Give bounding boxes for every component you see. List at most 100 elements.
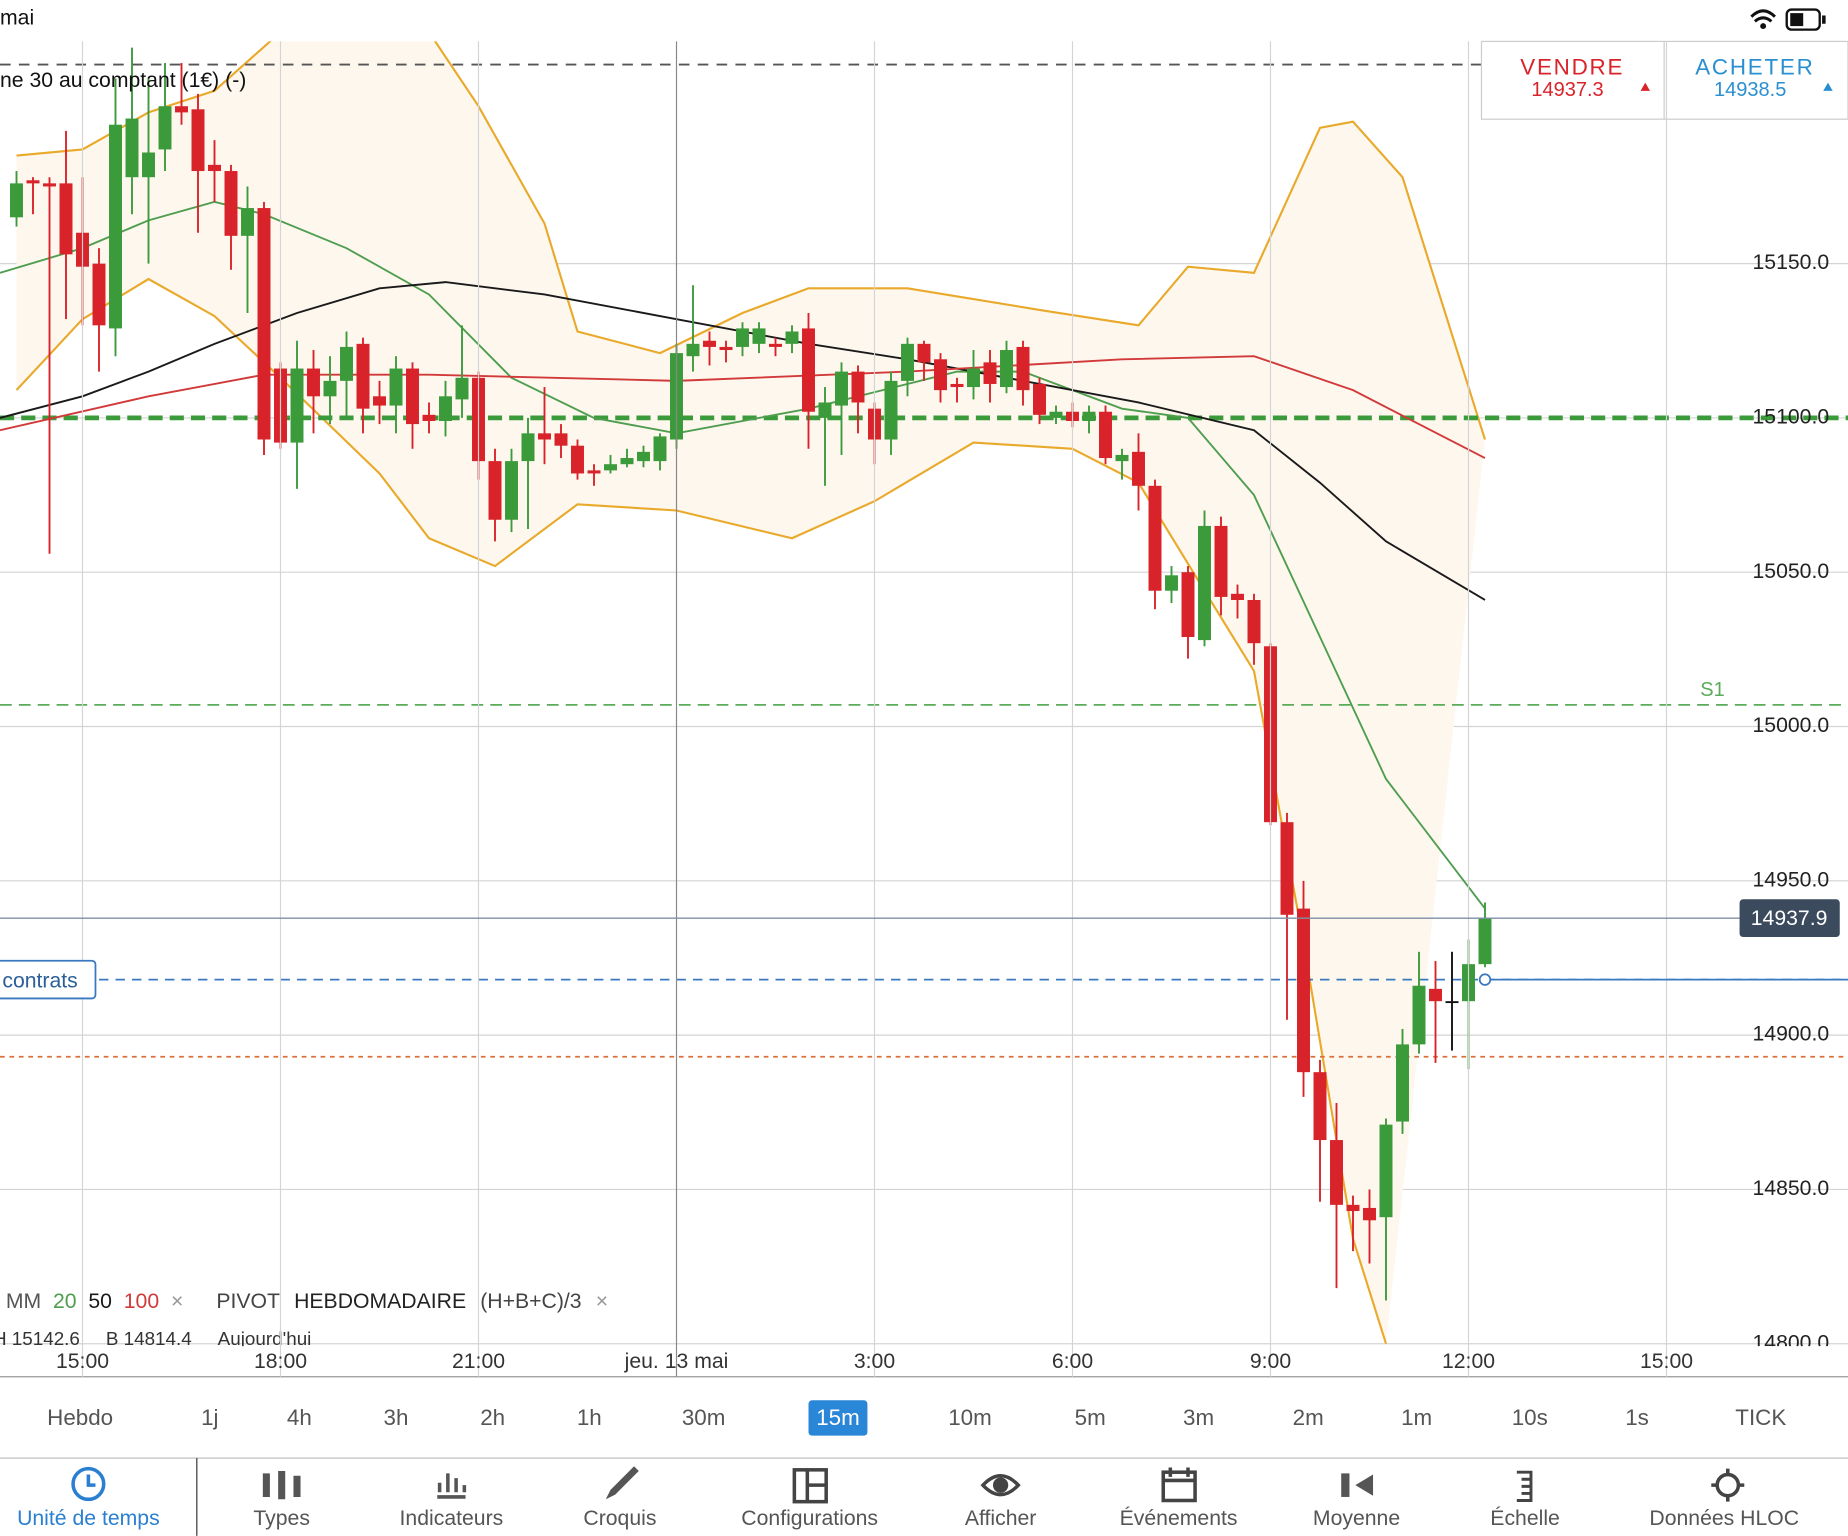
x-tick-label: 6:00: [1052, 1350, 1093, 1373]
y-tick-label: 15000.0: [1752, 714, 1829, 737]
legend-text: ×: [596, 1290, 608, 1313]
x-tick-label: 12:00: [1442, 1350, 1495, 1373]
candle-body: [422, 414, 436, 421]
timeframe-option[interactable]: 5m: [1075, 1405, 1106, 1430]
pivot-info: Aujourd'hui: [218, 1328, 312, 1349]
y-tick-label: 15150.0: [1752, 251, 1829, 274]
candle-body: [752, 328, 766, 344]
candle-body: [125, 118, 139, 178]
timeframe-highlight[interactable]: [808, 1400, 868, 1436]
x-tick-label: 15:00: [56, 1350, 109, 1373]
candle-body: [1181, 572, 1195, 638]
tab-label[interactable]: Afficher: [965, 1507, 1037, 1530]
legend-text: HEBDOMADAIRE: [294, 1290, 466, 1313]
timeframe-option[interactable]: 2h: [480, 1405, 505, 1430]
buy-price[interactable]: 14938.5: [1714, 79, 1786, 101]
timeframe-option[interactable]: 15m: [816, 1405, 860, 1430]
timeframe-option[interactable]: 30m: [682, 1405, 726, 1430]
sell-label[interactable]: VENDRE: [1520, 54, 1624, 79]
candle-body: [1049, 411, 1063, 418]
timeframe-option[interactable]: 1j: [201, 1405, 218, 1430]
candle-body: [818, 402, 832, 418]
plot-area: S1 14800.0 14850.0 14900.0 14950.0 15000.0 150…: [0, 41, 1848, 1349]
tab-label[interactable]: Unité de temps: [17, 1507, 160, 1530]
candle-body: [373, 396, 386, 406]
tab-label[interactable]: Données HLOC: [1649, 1507, 1799, 1530]
timeframe-option[interactable]: 1s: [1625, 1405, 1649, 1430]
candle-body: [323, 380, 337, 397]
candle-body: [1396, 1044, 1409, 1122]
candle-body: [1198, 525, 1211, 641]
candle-body: [455, 377, 469, 400]
order-label: contrats: [2, 970, 77, 993]
candle-body: [1247, 599, 1261, 644]
candle-body: [142, 152, 155, 178]
candle-body: [290, 368, 304, 443]
candle-body: [1412, 985, 1426, 1045]
candle-body: [1231, 593, 1244, 600]
legend-text: 50: [88, 1290, 112, 1313]
timeframe-option[interactable]: TICK: [1735, 1405, 1786, 1430]
candle-body: [1148, 485, 1162, 591]
candle-body: [1033, 383, 1046, 415]
candle-body: [1363, 1207, 1376, 1221]
y-tick-label: 14900.0: [1752, 1023, 1829, 1046]
candle-body: [175, 106, 188, 113]
legend-text: (H+B+C)/3: [480, 1290, 581, 1313]
chart-title: ne 30 au comptant (1€) (-): [0, 69, 246, 92]
candle-body: [620, 458, 634, 465]
x-tick-label: 9:00: [1250, 1350, 1291, 1373]
legend-text: 100: [124, 1290, 159, 1313]
timeframe-option[interactable]: 1m: [1401, 1405, 1432, 1430]
pivot-info: B 14814.4: [106, 1328, 192, 1349]
candle-body: [59, 183, 73, 255]
candle-body: [406, 368, 419, 425]
timeframe-option[interactable]: 10m: [948, 1405, 992, 1430]
candle-body: [950, 383, 964, 388]
tab-label[interactable]: Indicateurs: [400, 1507, 504, 1530]
candle-body: [43, 183, 56, 187]
tab-label[interactable]: Types: [253, 1507, 310, 1530]
candle-body: [637, 451, 650, 462]
tab-label[interactable]: Croquis: [583, 1507, 656, 1530]
tab-label[interactable]: Échelle: [1490, 1505, 1560, 1530]
band-fill: [16, 41, 1485, 1344]
buy-label[interactable]: ACHETER: [1695, 54, 1814, 79]
order-box: [0, 959, 97, 1000]
candle-body: [736, 328, 749, 347]
candle-body: [92, 263, 106, 326]
timeframe-option[interactable]: 10s: [1512, 1405, 1548, 1430]
timeframe-option[interactable]: 1h: [577, 1405, 602, 1430]
price-tag: [1739, 899, 1840, 938]
y-tick-label: 14850.0: [1752, 1177, 1829, 1200]
timeframe-option[interactable]: 4h: [287, 1405, 312, 1430]
candle-body: [1132, 451, 1145, 486]
pivot-info: H 15142.6: [0, 1328, 80, 1349]
candle-body: [769, 343, 782, 347]
sell-price[interactable]: 14937.3: [1531, 79, 1603, 101]
candle-body: [10, 183, 23, 218]
candle-body: [1445, 1001, 1459, 1004]
x-tick-label: 18:00: [254, 1350, 307, 1373]
tab-label[interactable]: Configurations: [741, 1507, 878, 1530]
candle-body: [1115, 454, 1129, 462]
timeframe-option[interactable]: 3h: [384, 1405, 409, 1430]
candle-body: [1379, 1124, 1393, 1218]
candle-body: [835, 371, 848, 406]
candle-body: [1016, 346, 1030, 391]
tab-label[interactable]: Événements: [1120, 1505, 1238, 1530]
candle-body: [884, 380, 898, 440]
timeframe-option[interactable]: Hebdo: [47, 1405, 113, 1430]
x-tick-label: 21:00: [452, 1350, 505, 1373]
candle-body: [802, 328, 815, 412]
candle-body: [554, 433, 568, 446]
candle-body: [340, 346, 353, 381]
candle-body: [686, 343, 700, 357]
tab-label[interactable]: Moyenne: [1313, 1507, 1400, 1530]
timeframe-option[interactable]: 2m: [1293, 1405, 1324, 1430]
quote-box[interactable]: VENDRE 14937.3 ACHETER 14938.5: [1480, 40, 1848, 120]
timeframe-option[interactable]: 3m: [1183, 1405, 1214, 1430]
y-tick-label: 15050.0: [1752, 560, 1829, 583]
candle-body: [505, 461, 518, 520]
y-tick-label: 15100.0: [1752, 406, 1829, 429]
